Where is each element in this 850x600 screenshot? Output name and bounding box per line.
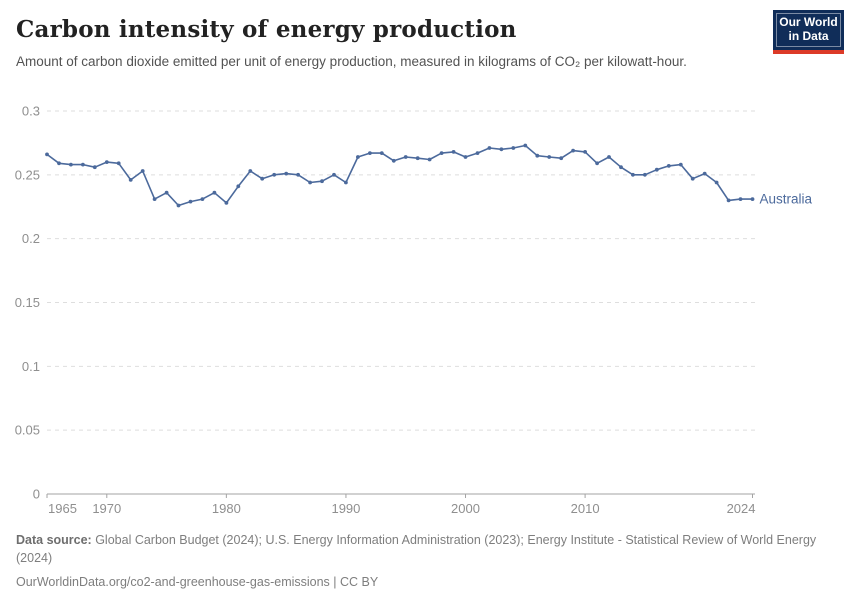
license-badge: CC BY (340, 575, 379, 590)
data-point[interactable] (69, 162, 73, 167)
data-point[interactable] (499, 147, 504, 152)
data-point[interactable] (368, 151, 372, 156)
data-point[interactable] (332, 172, 336, 177)
data-point[interactable] (57, 161, 61, 166)
data-point[interactable] (571, 148, 575, 153)
x-tick-label: 1965 (48, 501, 77, 516)
owid-logo[interactable]: Our World in Data (773, 10, 844, 50)
owid-url-link[interactable]: OurWorldinData.org/co2-and-greenhouse-ga… (16, 575, 330, 590)
page-title: Carbon intensity of energy production (16, 16, 517, 43)
data-point[interactable] (726, 198, 731, 203)
data-point[interactable] (583, 150, 587, 154)
data-source-line: Data source: Global Carbon Budget (2024)… (16, 531, 822, 567)
x-tick-label: 1990 (331, 501, 360, 516)
data-point[interactable] (379, 151, 384, 156)
data-point[interactable] (595, 161, 599, 166)
data-point[interactable] (403, 155, 408, 159)
data-point[interactable] (188, 199, 193, 204)
y-tick-label: 0.15 (15, 295, 40, 310)
data-point[interactable] (116, 161, 121, 166)
data-point[interactable] (619, 165, 623, 170)
y-tick-label: 0.2 (22, 231, 40, 246)
data-point[interactable] (356, 155, 360, 159)
data-point[interactable] (308, 180, 312, 185)
data-point[interactable] (702, 171, 707, 176)
data-point[interactable] (248, 169, 253, 173)
data-point[interactable] (320, 179, 324, 184)
y-tick-label: 0.3 (22, 104, 40, 119)
data-point[interactable] (152, 197, 157, 202)
owid-logo-redbar (773, 50, 844, 54)
series-line[interactable] (46, 144, 754, 207)
license-separator: | (329, 575, 341, 590)
data-point[interactable] (415, 156, 420, 161)
data-point[interactable] (427, 157, 432, 162)
data-point[interactable] (487, 146, 492, 150)
y-tick-label: 0.05 (15, 423, 40, 438)
y-tick-label: 0 (33, 487, 40, 502)
page-subtitle: Amount of carbon dioxide emitted per uni… (16, 54, 687, 69)
data-point[interactable] (391, 158, 396, 163)
data-point[interactable] (260, 176, 265, 181)
data-point[interactable] (547, 155, 552, 159)
owid-logo-line2: in Data (788, 29, 829, 43)
data-point[interactable] (666, 164, 671, 168)
data-point[interactable] (631, 172, 635, 177)
owid-logo-line1: Our World (779, 15, 838, 30)
x-tick-label: 1980 (212, 501, 241, 516)
data-point[interactable] (678, 162, 683, 167)
data-point[interactable] (164, 190, 169, 195)
data-point[interactable] (212, 190, 217, 195)
footer-link-line: OurWorldinData.org/co2-and-greenhouse-ga… (16, 573, 822, 591)
x-tick-label: 1970 (92, 501, 121, 516)
data-point[interactable] (654, 167, 659, 172)
data-point[interactable] (643, 172, 647, 177)
data-point[interactable] (92, 165, 97, 170)
data-point[interactable] (439, 151, 444, 156)
x-tick-label: 2024 (727, 501, 756, 516)
data-point[interactable] (559, 156, 564, 161)
data-point[interactable] (607, 155, 611, 159)
data-point[interactable] (475, 151, 480, 156)
entity-label[interactable]: Australia (760, 192, 813, 207)
data-point[interactable] (104, 160, 109, 165)
x-tick-label: 2010 (571, 501, 600, 516)
data-point[interactable] (714, 180, 719, 185)
data-point[interactable] (451, 150, 456, 154)
data-point[interactable] (535, 153, 540, 158)
chart-footer: Data source: Global Carbon Budget (2024)… (16, 531, 822, 591)
data-point[interactable] (738, 197, 743, 202)
series-australia[interactable]: Australia (45, 143, 813, 208)
data-point[interactable] (272, 172, 277, 177)
data-point[interactable] (690, 176, 695, 181)
y-tick-label: 0.1 (22, 359, 40, 374)
data-point[interactable] (523, 143, 528, 148)
data-point[interactable] (284, 171, 289, 176)
data-point[interactable] (140, 169, 145, 173)
data-point[interactable] (236, 184, 241, 189)
data-source-text: Global Carbon Budget (2024); U.S. Energy… (16, 533, 817, 566)
data-point[interactable] (224, 201, 229, 205)
data-point[interactable] (750, 197, 755, 202)
data-point[interactable] (344, 180, 348, 185)
y-tick-label: 0.25 (15, 167, 40, 182)
data-point[interactable] (176, 203, 181, 208)
data-point[interactable] (463, 155, 468, 159)
data-point[interactable] (128, 178, 133, 182)
data-point[interactable] (200, 197, 205, 202)
data-point[interactable] (81, 162, 85, 167)
x-tick-label: 2000 (451, 501, 480, 516)
data-point[interactable] (45, 152, 49, 157)
data-source-label: Data source: (16, 533, 92, 547)
data-point[interactable] (296, 172, 300, 177)
data-point[interactable] (511, 146, 516, 150)
